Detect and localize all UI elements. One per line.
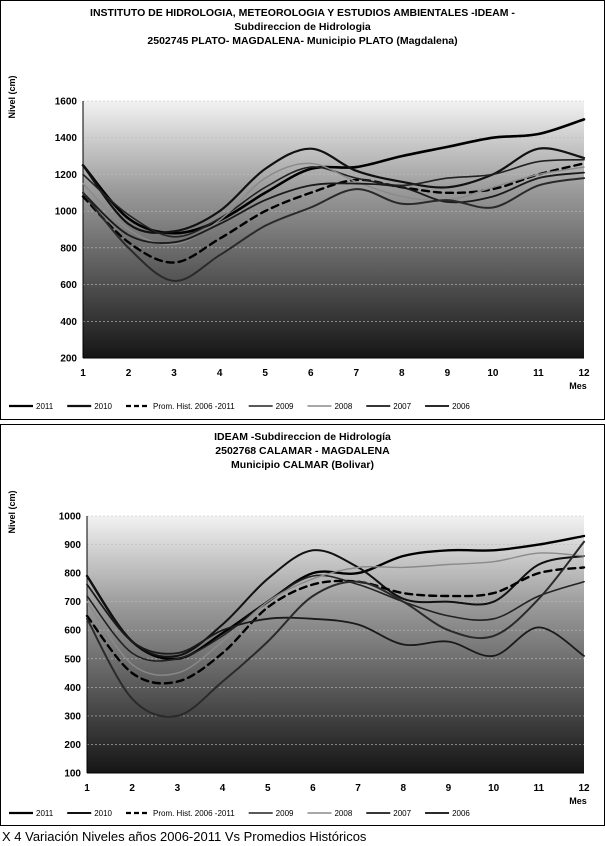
y-axis-label: Nivel (cm)	[7, 75, 17, 118]
x-tick-label: 7	[353, 368, 359, 379]
series-line-2006	[82, 177, 585, 282]
chart-title-line-3: Municipio CALMAR (Bolivar)	[231, 459, 374, 471]
x-tick-label: 10	[488, 783, 500, 794]
chart-title-line-1: INSTITUTO DE HIDROLOGIA, METEOROLOGIA Y …	[90, 7, 515, 19]
legend-label: 2010	[94, 809, 112, 818]
x-tick-label: 6	[308, 368, 314, 379]
x-tick-label: 4	[220, 783, 226, 794]
y-tick-label: 400	[60, 317, 77, 328]
x-tick-label: 7	[355, 783, 361, 794]
series-line-2006	[86, 540, 585, 718]
legend-label: 2011	[36, 809, 54, 818]
chart-panel-calamar: IDEAM -Subdireccion de Hidrología 250276…	[0, 424, 605, 826]
chart-title-line-2: 2502768 CALAMAR - MAGDALENA	[215, 445, 390, 457]
series-line-2010	[86, 549, 585, 658]
y-tick-label: 800	[60, 243, 77, 254]
legend-label: 2008	[334, 402, 352, 411]
y-tick-label: 200	[64, 740, 81, 751]
x-tick-label: 11	[533, 368, 544, 379]
y-tick-label: 700	[64, 597, 81, 608]
y-tick-label: 900	[64, 540, 81, 551]
x-tick-label: 2	[126, 368, 132, 379]
y-tick-label: 100	[64, 769, 81, 780]
plot-area	[87, 516, 584, 773]
y-tick-label: 1200	[55, 170, 78, 181]
x-tick-label: 11	[534, 783, 545, 794]
series-line-prom-hist-2006-2011	[81, 162, 586, 264]
chart-title-line-1: IDEAM -Subdireccion de Hidrología	[214, 431, 391, 443]
x-tick-label: 6	[310, 783, 316, 794]
x-tick-label: 12	[578, 368, 590, 379]
legend-label: 2010	[94, 402, 112, 411]
x-tick-label: 4	[217, 368, 223, 379]
plot-area	[83, 101, 584, 358]
series-line-2009	[86, 574, 585, 662]
y-tick-label: 1600	[55, 97, 78, 108]
legend-label: 2011	[36, 402, 54, 411]
legend-label: 2009	[276, 809, 294, 818]
y-tick-label: 1000	[59, 512, 82, 523]
x-tick-label: 1	[80, 368, 86, 379]
y-tick-label: 800	[64, 569, 81, 580]
x-tick-label: 10	[487, 368, 499, 379]
x-axis-label: Mes	[569, 796, 587, 806]
series-line-2008	[82, 162, 585, 246]
x-tick-label: 9	[445, 368, 451, 379]
legend-label: 2006	[452, 809, 470, 818]
x-tick-label: 1	[84, 783, 90, 794]
y-tick-label: 300	[64, 711, 81, 722]
x-tick-label: 8	[400, 783, 406, 794]
x-axis-label: Mes	[569, 381, 587, 391]
legend-label: Prom. Hist. 2006 -2011	[153, 809, 235, 818]
legend-label: 2008	[334, 809, 352, 818]
x-tick-label: 3	[171, 368, 177, 379]
legend-label: 2007	[393, 402, 411, 411]
series-line-prom-hist-2006-2011	[85, 566, 586, 685]
y-tick-label: 400	[64, 683, 81, 694]
x-tick-label: 3	[175, 783, 181, 794]
x-tick-label: 8	[399, 368, 405, 379]
chart-title-line-2: Subdireccion de Hidrologia	[234, 21, 371, 33]
y-tick-label: 1000	[55, 207, 78, 218]
x-tick-label: 5	[262, 368, 268, 379]
figure-caption: X 4 Variación Niveles años 2006-2011 Vs …	[2, 829, 367, 844]
series-line-2007	[86, 583, 585, 657]
legend-label: 2007	[393, 809, 411, 818]
x-tick-label: 5	[265, 783, 271, 794]
x-tick-label: 2	[129, 783, 135, 794]
x-tick-label: 12	[578, 783, 590, 794]
series-line-2007	[82, 171, 585, 245]
legend-label: 2009	[276, 402, 294, 411]
x-tick-label: 9	[446, 783, 452, 794]
y-tick-label: 500	[64, 654, 81, 665]
y-tick-label: 600	[60, 280, 77, 291]
legend-label: Prom. Hist. 2006 -2011	[153, 402, 235, 411]
chart-title-line-3: 2502745 PLATO- MAGDALENA- Municipio PLAT…	[147, 35, 458, 47]
y-tick-label: 200	[60, 354, 77, 365]
series-line-2008	[86, 552, 585, 676]
chart-panel-plato: INSTITUTO DE HIDROLOGIA, METEOROLOGIA Y …	[0, 0, 605, 420]
y-tick-label: 600	[64, 626, 81, 637]
y-axis-label: Nivel (cm)	[7, 490, 17, 533]
y-tick-label: 1400	[55, 133, 78, 144]
legend-label: 2006	[452, 402, 470, 411]
series-line-2010	[81, 147, 586, 234]
